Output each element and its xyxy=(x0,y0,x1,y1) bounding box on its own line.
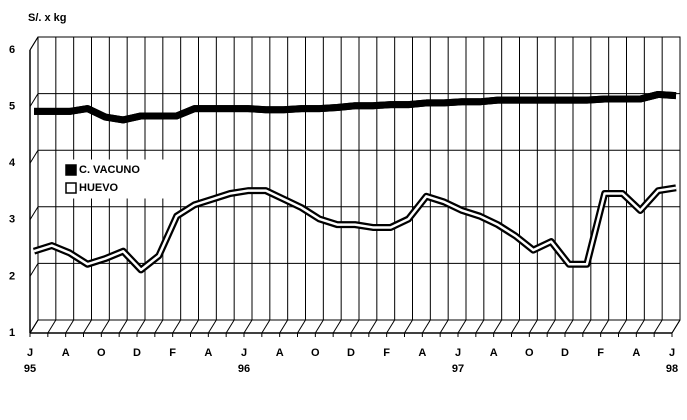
grid-line-x xyxy=(475,37,485,334)
x-tick-label: J xyxy=(241,347,247,359)
x-tick-label: J xyxy=(669,347,675,359)
grid-line-x xyxy=(332,37,342,334)
grid-line-x xyxy=(172,37,182,334)
legend-swatch xyxy=(65,164,77,176)
grid-line-x xyxy=(136,37,146,334)
y-tick-label: 3 xyxy=(9,214,15,226)
grid-line-x xyxy=(190,37,199,334)
grid-line-x xyxy=(297,37,306,334)
x-tick-label: A xyxy=(204,347,212,359)
legend-swatch xyxy=(65,182,77,194)
grid-line-x xyxy=(207,37,217,334)
grid-line-x xyxy=(546,37,556,334)
grid-line-x xyxy=(29,37,39,334)
legend-label: C. VACUNO xyxy=(79,164,140,176)
x-tick-label: J xyxy=(27,347,33,359)
grid-line-x xyxy=(118,37,128,334)
x-tick-label: D xyxy=(561,347,569,359)
x-sublabel: 95 xyxy=(24,363,36,375)
grid-line-x xyxy=(83,37,92,334)
x-tick-label: O xyxy=(525,347,534,359)
grid-line-x xyxy=(493,37,503,334)
x-sublabel: 98 xyxy=(666,363,678,375)
x-sublabel: 97 xyxy=(452,363,464,375)
grid-line-x xyxy=(457,37,467,334)
grid-line-x xyxy=(100,37,110,334)
x-tick-label: A xyxy=(490,347,498,359)
y-tick-label: 1 xyxy=(9,327,15,339)
x-tick-label: F xyxy=(383,347,390,359)
grid-line-x xyxy=(368,37,378,334)
grid-line-x xyxy=(47,37,57,334)
grid-line-x xyxy=(279,37,289,334)
x-tick-label: F xyxy=(169,347,176,359)
x-tick-label: O xyxy=(97,347,106,359)
grid-line-x xyxy=(564,37,574,334)
x-tick-label: D xyxy=(347,347,355,359)
grid-line-x xyxy=(671,37,681,334)
y-tick-label: 2 xyxy=(9,270,15,282)
grid-line-x xyxy=(528,37,538,334)
x-tick-label: A xyxy=(62,347,70,359)
y-axis-label: S/. x kg xyxy=(28,12,67,24)
x-sublabel: 96 xyxy=(238,363,250,375)
y-tick-label: 4 xyxy=(9,157,16,169)
x-tick-label: J xyxy=(455,347,461,359)
grid-line-x xyxy=(600,37,610,334)
grid-line-x xyxy=(618,37,627,334)
legend-box xyxy=(63,159,165,199)
grid-line-x xyxy=(439,37,449,334)
grid-line-x xyxy=(65,37,75,334)
grid-line-x xyxy=(511,37,520,334)
grid-line-x xyxy=(350,37,360,334)
grid-line-x xyxy=(653,37,663,334)
grid-line-x xyxy=(404,37,413,334)
y-tick-label: 5 xyxy=(9,101,15,113)
grid-line-x xyxy=(261,37,271,334)
grid-line-x xyxy=(225,37,235,334)
y-tick-label: 6 xyxy=(9,44,15,56)
x-tick-label: F xyxy=(597,347,604,359)
grid-line-x xyxy=(386,37,396,334)
grid-line-x xyxy=(314,37,324,334)
x-tick-label: D xyxy=(133,347,141,359)
x-tick-label: A xyxy=(632,347,640,359)
grid-line-x xyxy=(243,37,253,334)
grid-line-x xyxy=(635,37,645,334)
x-tick-label: A xyxy=(418,347,426,359)
grid-line-x xyxy=(421,37,431,334)
grid-line-x xyxy=(154,37,164,334)
series-line xyxy=(33,186,677,272)
legend-label: HUEVO xyxy=(79,182,119,194)
x-tick-label: A xyxy=(276,347,284,359)
series-line xyxy=(34,90,677,124)
x-tick-label: O xyxy=(311,347,320,359)
grid-line-x xyxy=(582,37,592,334)
